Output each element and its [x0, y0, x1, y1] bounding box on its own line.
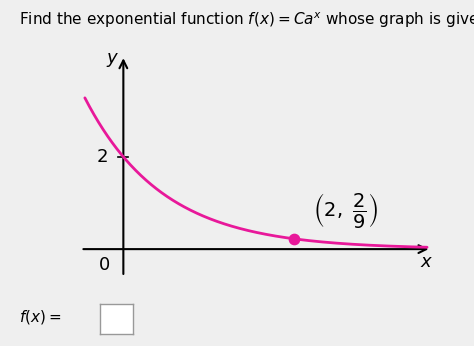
Text: $\left(2,\ \dfrac{2}{9}\right)$: $\left(2,\ \dfrac{2}{9}\right)$ [313, 191, 378, 230]
Point [291, 236, 298, 242]
Text: $0$: $0$ [99, 256, 110, 274]
Text: $f(x) =$: $f(x) =$ [19, 308, 61, 326]
Text: Find the exponential function $f(x) = Ca^x$ whose graph is given below.: Find the exponential function $f(x) = Ca… [19, 10, 474, 30]
Text: $x$: $x$ [420, 253, 434, 271]
Text: $2$: $2$ [96, 148, 108, 166]
Text: $y$: $y$ [107, 51, 120, 69]
